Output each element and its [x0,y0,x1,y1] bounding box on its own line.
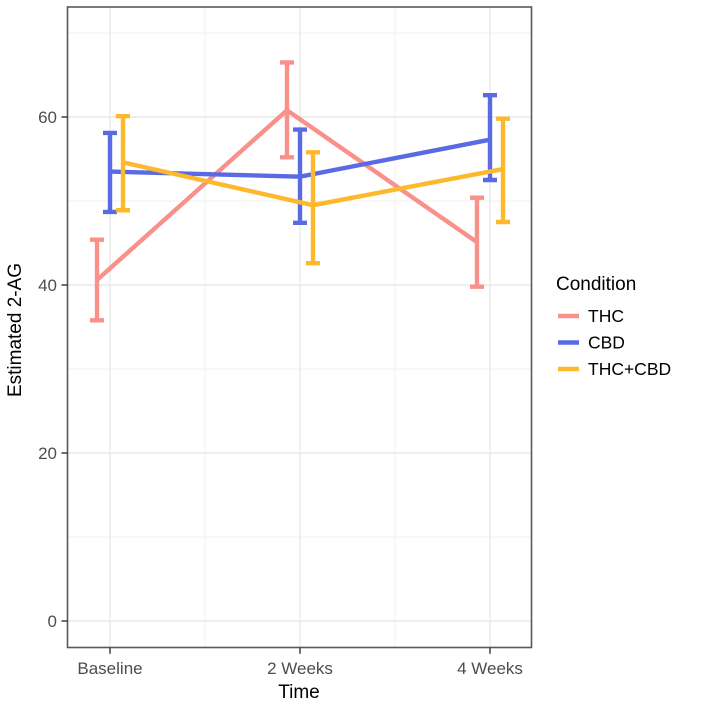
x-axis-title: Time [278,682,320,703]
x-tick-label: 4 Weeks [457,659,523,678]
legend-title: Condition [556,274,636,295]
series-THC [90,60,484,323]
legend-item-CBD: CBD [558,333,625,353]
series-layer [90,60,510,323]
legend: Condition THC CBD THC+CBD [556,274,671,379]
y-tick-label: 40 [38,276,57,295]
x-tick-label: 2 Weeks [267,659,333,678]
plot-panel-border [66,6,533,649]
error-bar [483,92,497,183]
y-tick-label: 60 [38,108,57,127]
axes: 0 20 40 60 Baseline 2 Weeks 4 Weeks [38,108,523,678]
legend-label: CBD [588,333,625,353]
x-tick-label: Baseline [77,659,142,678]
series-THC+CBD [116,113,510,266]
series-line [122,160,504,208]
series-line [95,107,479,282]
gridlines [68,7,531,647]
legend-label: THC+CBD [588,359,671,379]
y-tick-label: 20 [38,444,57,463]
y-tick-label: 0 [48,612,57,631]
y-axis-title: Estimated 2-AG [5,263,26,397]
error-bar [306,150,320,266]
legend-item-THC+CBD: THC+CBD [558,359,671,379]
legend-item-THC: THC [558,306,624,326]
legend-label: THC [588,306,624,326]
